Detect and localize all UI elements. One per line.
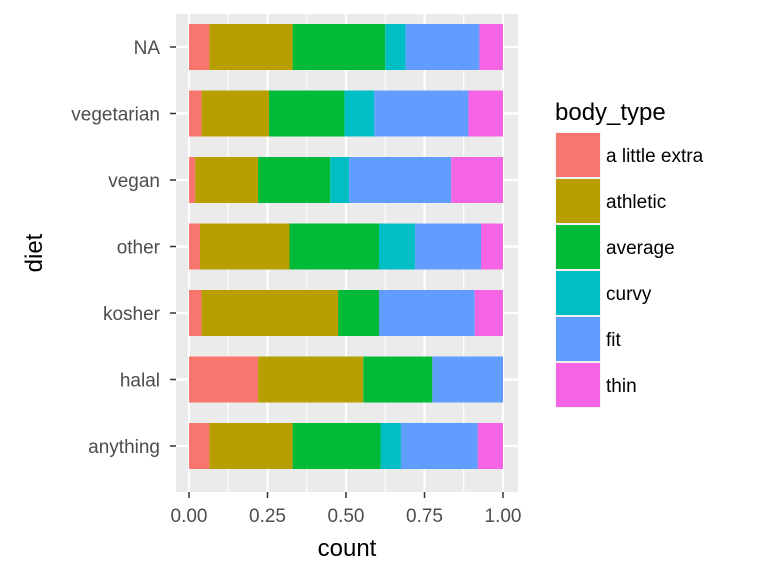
y-tick-label: vegetarian [71,105,160,126]
bar-segment-anything-a-little-extra [189,423,210,469]
y-axis: NA vegetarian vegan other kosher halal anythin… [71,38,176,458]
bar-segment-anything-fit [400,423,478,469]
legend-label: fit [606,330,622,351]
y-tick-label: vegan [108,171,160,192]
bar-segment-na-athletic [209,24,293,70]
bar-segment-halal-average [363,356,433,403]
legend-label: athletic [606,192,666,213]
bar-segment-other-average [289,223,379,270]
legend-swatch [556,133,600,177]
y-tick-label: NA [134,38,161,59]
legend-label: thin [606,376,637,397]
legend-swatch [556,363,600,407]
legend-title: body_type [555,99,666,126]
bar-segment-kosher-thin [474,290,503,336]
legend-label: a little extra [606,146,704,167]
legend: body_type a little extra athletic average c… [555,99,704,408]
bar-segment-na-fit [405,24,480,70]
bar-segment-halal-athletic [258,356,364,403]
x-tick-label: 0.25 [249,506,286,527]
bar-segment-vegetarian-average [269,90,345,137]
bar-segment-other-fit [415,223,482,270]
legend-label: curvy [606,284,652,305]
legend-label: average [606,238,675,259]
legend-swatch [556,317,600,361]
bar-segment-vegan-thin [451,157,503,203]
legend-swatch [556,225,600,269]
bars [189,24,503,469]
bar-segment-other-a-little-extra [189,223,200,270]
legend-swatch [556,179,600,223]
bar-segment-anything-athletic [209,423,293,469]
bar-segment-halal-a-little-extra [189,356,259,403]
bar-segment-vegan-average [258,157,331,203]
bar-segment-kosher-average [338,290,379,336]
y-tick-label: other [117,238,161,259]
x-axis-title: count [318,535,377,562]
bar-segment-vegetarian-thin [468,90,503,137]
bar-segment-vegan-fit [349,157,452,203]
y-tick-label: kosher [103,304,161,325]
bar-segment-vegetarian-curvy [344,90,375,137]
bar-segment-anything-curvy [380,423,401,469]
bar-segment-kosher-a-little-extra [189,290,202,336]
bar-segment-vegetarian-fit [374,90,469,137]
bar-segment-vegetarian-a-little-extra [189,90,202,137]
bar-segment-na-thin [479,24,503,70]
y-axis-title: diet [21,233,48,272]
bar-segment-vegan-a-little-extra [189,157,196,203]
bar-segment-other-athletic [199,223,290,270]
bar-segment-vegan-curvy [330,157,350,203]
bar-segment-kosher-athletic [201,290,339,336]
x-tick-label: 0.00 [171,506,208,527]
x-axis: 0.00 0.25 0.50 0.75 1.00 [171,492,522,527]
x-tick-label: 0.50 [328,506,365,527]
bar-segment-na-curvy [385,24,406,70]
legend-swatch [556,271,600,315]
bar-segment-anything-thin [477,423,503,469]
bar-segment-kosher-fit [378,290,475,336]
x-tick-label: 0.75 [406,506,443,527]
bar-segment-na-a-little-extra [189,24,210,70]
bar-segment-vegan-athletic [195,157,259,203]
y-tick-label: anything [88,437,160,458]
bar-segment-na-average [292,24,386,70]
x-tick-label: 1.00 [485,506,522,527]
bar-segment-other-curvy [378,223,416,270]
bar-segment-vegetarian-athletic [201,90,270,137]
bar-segment-anything-average [292,423,381,469]
y-tick-label: halal [120,371,160,392]
bar-segment-other-thin [481,223,503,270]
bar-segment-halal-fit [432,356,503,403]
